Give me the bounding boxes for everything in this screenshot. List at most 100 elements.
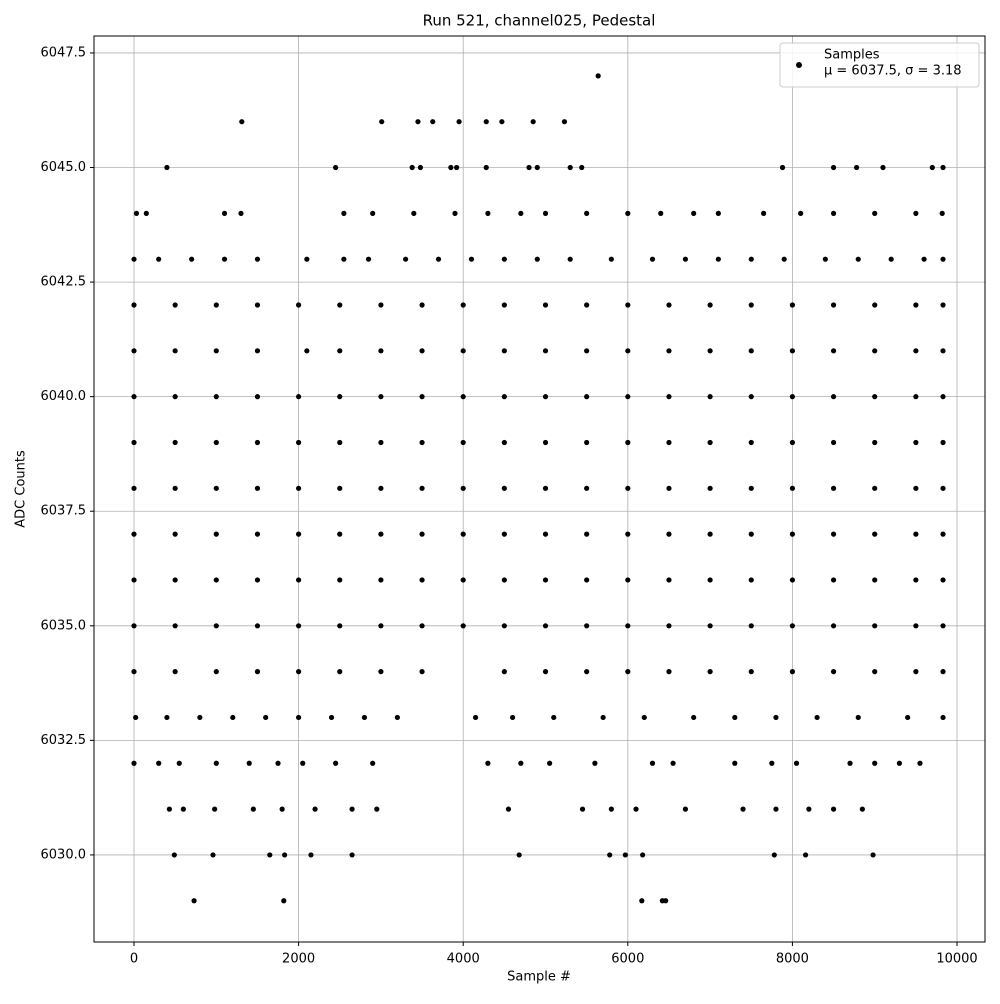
data-point (191, 898, 197, 904)
data-point (625, 348, 631, 354)
data-point (789, 302, 796, 308)
data-point (633, 806, 639, 812)
data-point (131, 348, 137, 354)
x-tick-label: 2000 (282, 952, 315, 967)
data-point (501, 531, 507, 537)
y-tick-label: 6035.0 (41, 618, 87, 633)
data-point (213, 302, 219, 308)
data-point (542, 623, 549, 629)
data-point (197, 714, 203, 721)
data-point (707, 439, 713, 446)
data-point (378, 439, 384, 446)
data-point (296, 669, 302, 675)
x-tick-label: 0 (130, 952, 138, 967)
data-point (789, 623, 796, 629)
data-point (940, 256, 946, 262)
data-point (748, 577, 754, 583)
data-point (872, 577, 878, 583)
data-point (798, 210, 804, 216)
data-point (131, 485, 137, 491)
data-point (485, 760, 491, 766)
data-point (448, 164, 454, 171)
data-point (639, 898, 645, 904)
data-point (814, 714, 820, 721)
data-point (166, 806, 172, 812)
data-point (748, 439, 754, 446)
data-point (501, 256, 507, 262)
data-point (172, 439, 178, 446)
data-point (281, 898, 287, 904)
data-point (830, 210, 837, 216)
data-point (940, 164, 946, 171)
data-point (337, 348, 343, 354)
data-point (779, 164, 786, 171)
data-point (337, 623, 343, 629)
data-point (279, 806, 285, 812)
data-point (213, 760, 219, 766)
data-point (913, 348, 919, 354)
data-point (505, 806, 512, 812)
y-tick-label: 6047.5 (41, 45, 87, 60)
data-point (625, 623, 631, 629)
data-point (501, 439, 507, 446)
data-point (579, 164, 585, 171)
data-point (622, 852, 628, 858)
x-tick-label: 4000 (447, 952, 480, 967)
data-point (625, 485, 631, 491)
data-point (872, 485, 878, 491)
data-point (419, 302, 425, 308)
data-point (940, 302, 946, 308)
data-point (917, 760, 923, 766)
data-point (872, 210, 878, 216)
data-point (940, 439, 946, 446)
data-point (296, 531, 302, 537)
data-point (131, 256, 137, 262)
data-point (213, 577, 219, 583)
data-point (608, 806, 614, 812)
data-point (806, 806, 812, 812)
data-point (337, 485, 343, 491)
data-point (419, 439, 425, 446)
data-point (456, 119, 462, 125)
data-point (625, 394, 631, 400)
data-point (213, 394, 219, 400)
data-point (802, 852, 809, 858)
data-point (526, 164, 532, 171)
data-point (691, 210, 697, 216)
data-point (435, 256, 442, 262)
data-point (378, 531, 384, 537)
data-point (516, 852, 522, 858)
y-tick-label: 6040.0 (41, 389, 87, 404)
data-point (143, 210, 149, 216)
data-point (131, 623, 137, 629)
data-point (913, 623, 919, 629)
data-point (872, 302, 878, 308)
data-point (534, 256, 540, 262)
data-point (501, 485, 507, 491)
data-point (748, 394, 754, 400)
data-point (172, 623, 178, 629)
data-point (625, 577, 631, 583)
data-point (337, 577, 343, 583)
data-point (748, 623, 754, 629)
plot-area: 6030.0 6032.5 6035.0 6037.5 6040.0 6042.5 6045… (41, 36, 985, 967)
chart-title: Run 521, channel025, Pedestal (423, 12, 656, 30)
data-point (341, 210, 347, 216)
data-point (131, 439, 137, 446)
data-point (715, 256, 721, 262)
data-point (584, 394, 590, 400)
data-point (156, 760, 162, 766)
legend-label: Samples (824, 48, 880, 63)
data-point (378, 348, 384, 354)
x-tick-label: 8000 (776, 952, 809, 967)
data-point (213, 348, 219, 354)
data-point (131, 531, 137, 537)
data-point (254, 348, 261, 354)
data-point (460, 531, 466, 537)
data-point (172, 531, 178, 537)
data-point (830, 669, 837, 675)
data-point (913, 577, 919, 583)
data-point (625, 210, 631, 216)
data-point (250, 806, 256, 812)
